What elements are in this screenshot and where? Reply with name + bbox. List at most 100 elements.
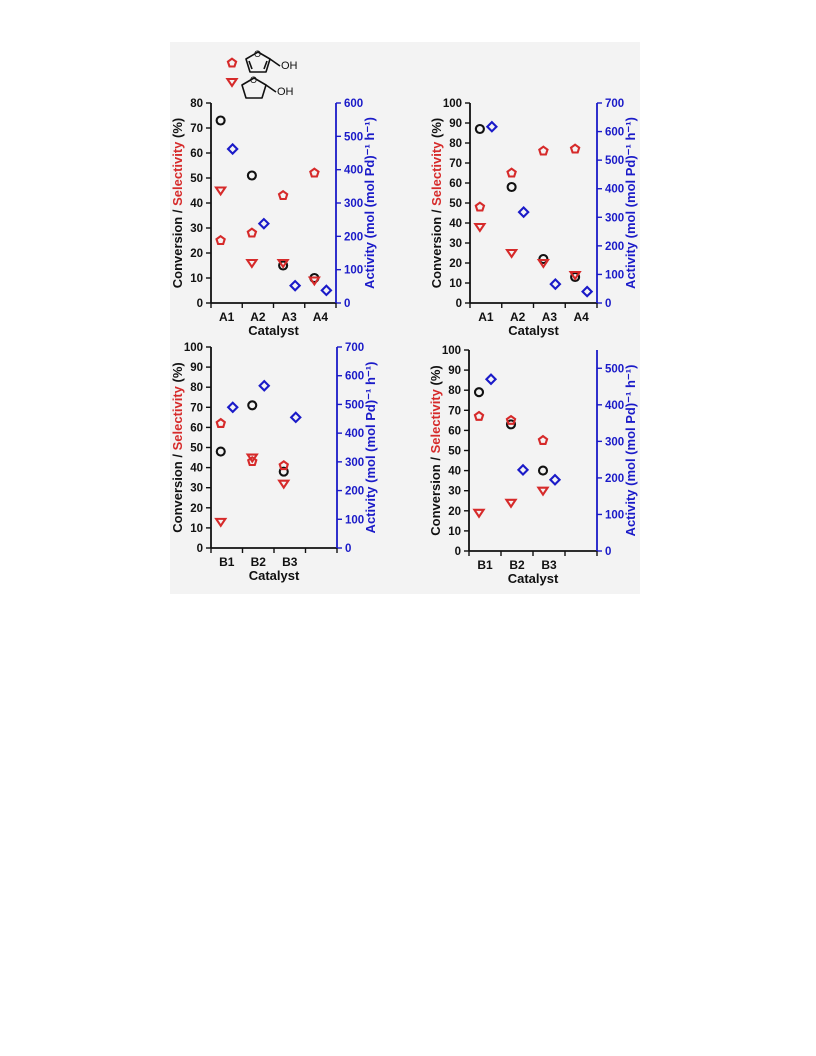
x-axis-label: Catalyst (248, 323, 299, 338)
left-tick-label: 80 (449, 138, 462, 150)
data-point-selectivity-pentagon (538, 145, 549, 156)
right-tick-label: 500 (605, 155, 624, 167)
left-tick-label: 10 (190, 273, 203, 285)
data-point-selectivity-triangle-down (214, 517, 228, 528)
data-point-conversion-circle (474, 123, 485, 135)
left-tick-label: 0 (455, 546, 461, 558)
right-tick-label: 0 (345, 543, 351, 555)
left-tick-label: 60 (448, 425, 461, 437)
y2-axis-label: Activity (mol (mol Pd)⁻¹ h⁻¹) (362, 117, 377, 289)
left-tick-label: 30 (190, 483, 203, 495)
data-point-selectivity-pentagon (246, 456, 258, 467)
figure-background (170, 42, 640, 594)
y-axis-label: Conversion / Selectivity (%) (429, 118, 444, 289)
tetrahydrofuran-methanol-structure-icon (241, 77, 277, 99)
data-point-selectivity-pentagon (569, 143, 581, 154)
y2-axis-label: Activity (mol (mol Pd)⁻¹ h⁻¹) (623, 365, 638, 537)
left-tick-label: 100 (184, 342, 203, 354)
data-point-selectivity-pentagon (309, 167, 320, 178)
right-tick-label: 100 (344, 265, 363, 277)
chart-figure: O OH O OH 010203040506070800100200300400… (170, 42, 640, 594)
right-tick-label: 400 (345, 428, 364, 440)
left-tick-label: 0 (197, 298, 203, 310)
left-tick-label: 90 (448, 365, 461, 377)
left-tick-label: 50 (449, 198, 462, 210)
left-tick-label: 20 (190, 503, 203, 515)
left-tick-label: 70 (448, 405, 461, 417)
data-point-selectivity-triangle-down (307, 276, 321, 287)
data-point-selectivity-pentagon (506, 167, 517, 178)
left-tick-label: 40 (448, 466, 461, 478)
y-label-unit: (%) (170, 362, 185, 386)
category-label: A4 (573, 310, 589, 324)
right-tick-label: 400 (344, 165, 363, 177)
data-point-selectivity-pentagon (277, 189, 289, 201)
left-tick-label: 90 (449, 118, 462, 130)
right-tick-label: 400 (605, 400, 624, 412)
left-tick-label: 80 (190, 382, 203, 394)
data-point-conversion-circle (506, 181, 517, 193)
left-tick-label: 30 (449, 238, 462, 250)
right-tick-label: 100 (605, 509, 624, 521)
data-point-activity-diamond (258, 379, 271, 392)
chart-panel-4: 0 10 20 30 40 50 60 70 80 90 100 0 100 200 300 400 500 B1… (428, 345, 638, 586)
right-tick-label: 300 (605, 436, 624, 448)
data-point-activity-diamond (516, 463, 530, 476)
left-tick-label: 10 (190, 523, 203, 535)
right-tick-label: 200 (605, 241, 624, 253)
y-axis-label: Conversion / Selectivity (%) (428, 365, 443, 536)
data-point-conversion-circle (215, 446, 226, 457)
data-point-selectivity-triangle-down (276, 258, 290, 269)
data-point-selectivity-pentagon (278, 459, 290, 471)
category-label: A3 (281, 310, 297, 324)
left-tick-label: 50 (190, 443, 203, 455)
right-tick-label: 200 (605, 473, 624, 485)
left-tick-label: 80 (190, 98, 203, 110)
y-label-conversion: Conversion / (170, 450, 185, 532)
data-point-activity-diamond (485, 120, 498, 133)
legend-label-hydroxyl: OH (277, 86, 294, 98)
y-label-conversion: Conversion / (170, 206, 185, 288)
data-point-activity-diamond (517, 206, 530, 219)
category-label: B1 (219, 555, 235, 569)
left-tick-label: 10 (449, 278, 462, 290)
right-tick-label: 500 (344, 131, 363, 143)
data-point-activity-diamond (257, 217, 270, 230)
left-tick-label: 40 (190, 198, 203, 210)
category-label: B1 (477, 558, 493, 572)
right-tick-label: 100 (605, 269, 624, 281)
left-tick-label: 30 (190, 223, 203, 235)
data-point-activity-diamond (289, 279, 302, 292)
chart-panel-2: 0 10 20 30 40 50 60 70 80 90 100 0 100 200 300 400 500 60… (429, 98, 638, 338)
x-axis-label: Catalyst (508, 571, 559, 586)
data-point-conversion-circle (246, 170, 257, 181)
left-tick-label: 40 (190, 463, 203, 475)
figure-panel: O OH O OH 0 10 20 30 40 50 60 70 80 0 100 200 300 400… (170, 42, 640, 594)
right-tick-label: 600 (605, 127, 624, 139)
y-label-selectivity: Selectivity (170, 385, 185, 450)
y-axis-label: Conversion / Selectivity (%) (170, 118, 185, 289)
y-label-unit: (%) (428, 365, 443, 389)
data-point-selectivity-triangle-down (245, 258, 259, 269)
left-tick-label: 100 (443, 98, 462, 110)
right-tick-label: 500 (345, 399, 364, 411)
y2-axis-label: Activity (mol (mol Pd)⁻¹ h⁻¹) (363, 362, 378, 534)
category-label: A1 (478, 310, 494, 324)
left-tick-label: 10 (448, 526, 461, 538)
left-tick-label: 50 (448, 446, 461, 458)
left-tick-label: 80 (448, 385, 461, 397)
left-tick-label: 0 (197, 543, 203, 555)
data-point-conversion-circle (278, 260, 289, 271)
ring-oxygen-label: O (250, 75, 257, 85)
category-label: B2 (251, 555, 267, 569)
legend-pentagon-marker (226, 57, 238, 68)
legend: O OH O OH (225, 49, 298, 99)
data-point-selectivity-pentagon (537, 434, 549, 445)
y-axis-label: Conversion / Selectivity (%) (170, 362, 185, 533)
data-point-activity-diamond (581, 285, 594, 298)
left-tick-label: 20 (190, 248, 203, 260)
x-axis-label: Catalyst (508, 323, 559, 338)
data-point-conversion-circle (215, 115, 226, 126)
y-label-conversion: Conversion / (428, 453, 443, 535)
